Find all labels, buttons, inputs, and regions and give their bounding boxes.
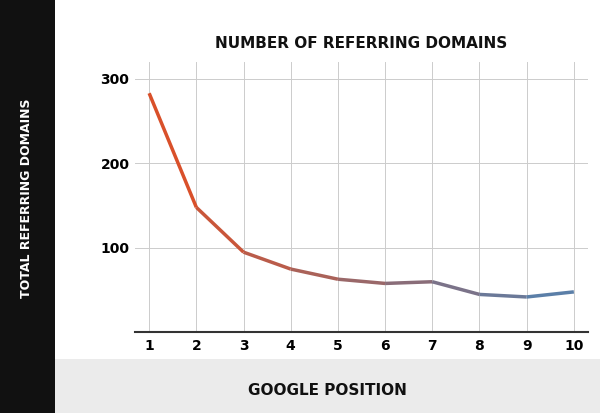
Title: NUMBER OF REFERRING DOMAINS: NUMBER OF REFERRING DOMAINS (215, 36, 508, 51)
Text: GOOGLE POSITION: GOOGLE POSITION (248, 383, 407, 398)
Text: TOTAL REFERRING DOMAINS: TOTAL REFERRING DOMAINS (20, 98, 33, 298)
